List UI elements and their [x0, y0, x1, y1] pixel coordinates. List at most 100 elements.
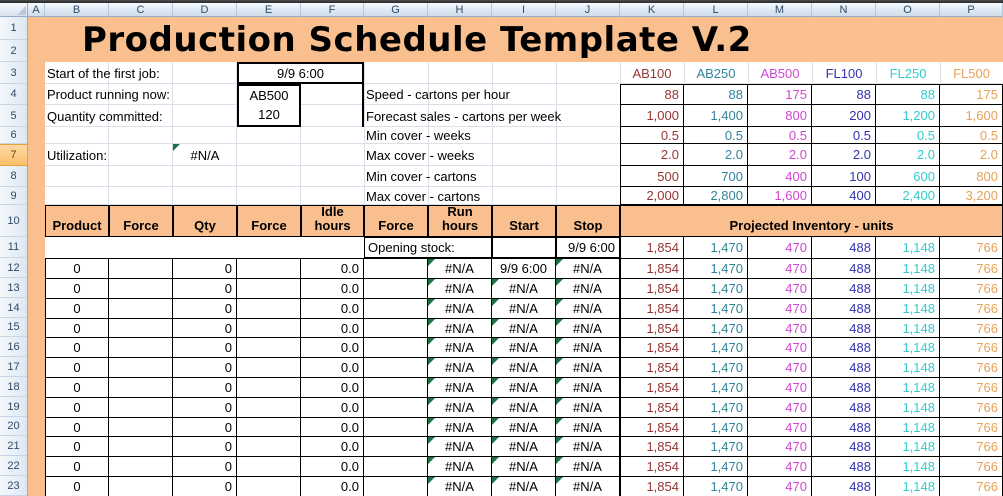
cell-force-2[interactable]	[237, 319, 301, 337]
cell-inventory[interactable]: 488	[812, 457, 876, 476]
cell-inventory[interactable]: 1,854	[620, 319, 684, 337]
cell-product[interactable]: 0	[45, 319, 109, 337]
label-product-running-now[interactable]: Product running now:	[47, 87, 170, 102]
label-max-cover-weeks[interactable]: Max cover - weeks	[366, 147, 475, 163]
cell-max-cartons[interactable]: 1,600	[748, 187, 812, 205]
cell-inventory[interactable]: 488	[812, 319, 876, 337]
row-header[interactable]: 2	[0, 40, 27, 62]
row-header[interactable]: 4	[0, 84, 27, 105]
row-header[interactable]: 19	[0, 397, 27, 417]
cell-inventory[interactable]: 1,854	[620, 477, 684, 496]
cell-force-1[interactable]	[109, 398, 173, 417]
cell-qty[interactable]: 0	[173, 437, 237, 456]
cell-max-cartons[interactable]: 2,400	[876, 187, 940, 205]
cell-run-hours[interactable]: #N/A	[428, 437, 492, 456]
cell-force-2[interactable]	[237, 259, 301, 278]
cell-start[interactable]: #N/A	[492, 279, 556, 298]
cell-inventory[interactable]: 470	[748, 457, 812, 476]
row-header[interactable]: 18	[0, 377, 27, 397]
cell-run-hours[interactable]: #N/A	[428, 338, 492, 357]
cell-product[interactable]: 0	[45, 437, 109, 456]
row-header[interactable]: 22	[0, 456, 27, 476]
cell-min-cartons[interactable]: 100	[812, 166, 876, 187]
cell-opening-inventory[interactable]: 1,470	[684, 237, 748, 258]
row-header[interactable]: 13	[0, 278, 27, 298]
row-header[interactable]: 3	[0, 62, 27, 84]
cell-inventory[interactable]: 488	[812, 259, 876, 278]
cell-inventory[interactable]: 766	[940, 398, 1003, 417]
cell-opening-inventory[interactable]: 488	[812, 237, 876, 258]
cell-inventory[interactable]: 1,470	[684, 299, 748, 318]
cell-idle-hours[interactable]: 0.0	[301, 418, 364, 436]
cell-inventory[interactable]: 766	[940, 418, 1003, 436]
cell-start[interactable]: #N/A	[492, 378, 556, 397]
cell-min-cartons[interactable]: 600	[876, 166, 940, 187]
cell-inventory[interactable]: 1,148	[876, 279, 940, 298]
cell-stop[interactable]: #N/A	[556, 319, 620, 337]
cell-force-1[interactable]	[109, 477, 173, 496]
cell-product[interactable]: 0	[45, 279, 109, 298]
cell-inventory[interactable]: 766	[940, 338, 1003, 357]
cell-idle-hours[interactable]: 0.0	[301, 398, 364, 417]
cell-start[interactable]: #N/A	[492, 457, 556, 476]
cell-stop[interactable]: #N/A	[556, 477, 620, 496]
row-header[interactable]: 23	[0, 476, 27, 496]
cell-force-1[interactable]	[109, 259, 173, 278]
column-a-fill[interactable]	[28, 17, 45, 496]
cell-run-hours[interactable]: #N/A	[428, 477, 492, 496]
cell-qty[interactable]: 0	[173, 338, 237, 357]
cell-idle-hours[interactable]: 0.0	[301, 299, 364, 318]
cell-start[interactable]: #N/A	[492, 477, 556, 496]
column-header[interactable]: D	[173, 3, 237, 17]
header-run-hours[interactable]: Run hours	[428, 205, 492, 237]
cell-force-3[interactable]	[364, 437, 428, 456]
header-force-3[interactable]: Force	[364, 205, 428, 237]
cell-inventory[interactable]: 1,854	[620, 279, 684, 298]
cell-inventory[interactable]: 488	[812, 338, 876, 357]
cell-product[interactable]: 0	[45, 378, 109, 397]
cell-qty[interactable]: 0	[173, 319, 237, 337]
row-header[interactable]: 9	[0, 187, 27, 205]
cell-force-2[interactable]	[237, 437, 301, 456]
cell-inventory[interactable]: 1,470	[684, 279, 748, 298]
cell-inventory[interactable]: 1,470	[684, 437, 748, 456]
cell-force-3[interactable]	[364, 299, 428, 318]
cell-force-3[interactable]	[364, 358, 428, 377]
cell-force-2[interactable]	[237, 358, 301, 377]
cell-idle-hours[interactable]: 0.0	[301, 358, 364, 377]
cell-forecast[interactable]: 800	[748, 105, 812, 127]
cell-stop[interactable]: #N/A	[556, 358, 620, 377]
cell-inventory[interactable]: 488	[812, 299, 876, 318]
cell-idle-hours[interactable]: 0.0	[301, 338, 364, 357]
cell-inventory[interactable]: 1,470	[684, 338, 748, 357]
cell-inventory[interactable]: 1,854	[620, 378, 684, 397]
cell-opening-inventory[interactable]: 1,854	[620, 237, 684, 258]
cell-product[interactable]: 0	[45, 398, 109, 417]
row-header[interactable]: 20	[0, 417, 27, 436]
cell-force-1[interactable]	[109, 457, 173, 476]
label-forecast-sales[interactable]: Forecast sales - cartons per week	[366, 108, 562, 124]
cell-max-weeks[interactable]: 2.0	[940, 144, 1003, 166]
cell-max-cartons[interactable]: 2,000	[620, 187, 684, 205]
label-start-of-first-job[interactable]: Start of the first job:	[47, 65, 160, 81]
cell-max-weeks[interactable]: 2.0	[620, 144, 684, 166]
cell-product[interactable]: 0	[45, 457, 109, 476]
cell-qty[interactable]: 0	[173, 358, 237, 377]
select-all-button[interactable]	[0, 3, 28, 17]
row-header[interactable]: 17	[0, 357, 27, 377]
cell-inventory[interactable]: 488	[812, 418, 876, 436]
cell-inventory[interactable]: 470	[748, 319, 812, 337]
cell-force-2[interactable]	[237, 477, 301, 496]
cell-inventory[interactable]: 470	[748, 398, 812, 417]
cell-max-weeks[interactable]: 2.0	[684, 144, 748, 166]
cell-qty[interactable]: 0	[173, 398, 237, 417]
cell-force-3[interactable]	[364, 279, 428, 298]
cell-opening-inventory[interactable]: 470	[748, 237, 812, 258]
cell-inventory[interactable]: 470	[748, 299, 812, 318]
row-header[interactable]: 8	[0, 166, 27, 187]
cell-inventory[interactable]: 1,148	[876, 437, 940, 456]
cell-idle-hours[interactable]: 0.0	[301, 259, 364, 278]
cell-opening-inventory[interactable]: 766	[940, 237, 1003, 258]
cell-force-2[interactable]	[237, 418, 301, 436]
cell-inventory[interactable]: 766	[940, 358, 1003, 377]
